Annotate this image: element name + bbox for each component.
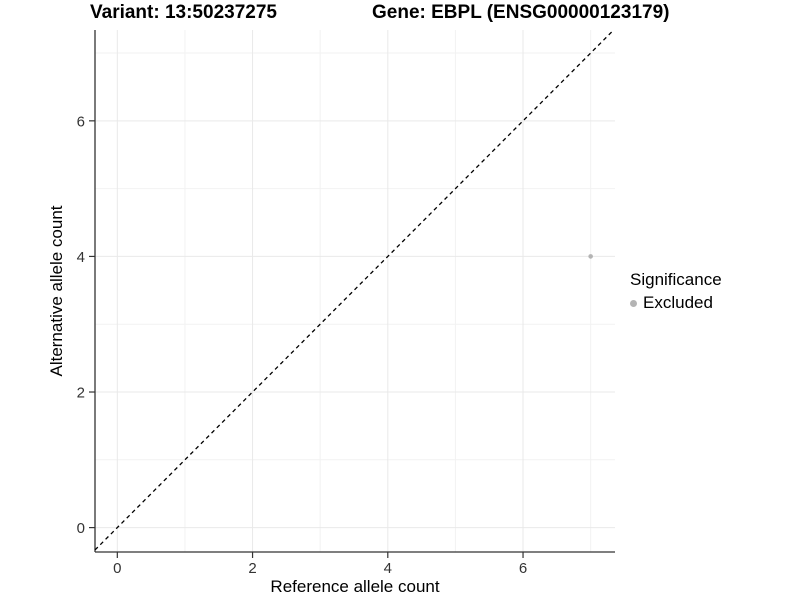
y-tick-label: 6 [77,113,85,130]
legend-title: Significance [630,270,722,289]
data-point [588,254,593,259]
identity-reference-line [94,29,615,551]
legend-item-label: Excluded [643,293,713,312]
x-tick-label: 6 [519,560,527,577]
legend: Significance Excluded [630,270,722,313]
y-tick-label: 0 [77,520,85,537]
x-tick-label: 4 [384,560,392,577]
legend-item-excluded: Excluded [630,293,722,313]
gene-title: Gene: EBPL (ENSG00000123179) [372,2,670,23]
legend-point-icon [630,299,637,307]
x-axis-label: Reference allele count [270,577,440,596]
x-tick-label: 0 [113,560,121,577]
variant-title: Variant: 13:50237275 [90,2,277,23]
x-tick-label: 2 [248,560,256,577]
y-axis-label: Alternative allele count [47,205,66,377]
y-tick-label: 4 [77,249,85,266]
y-tick-label: 2 [77,385,85,402]
